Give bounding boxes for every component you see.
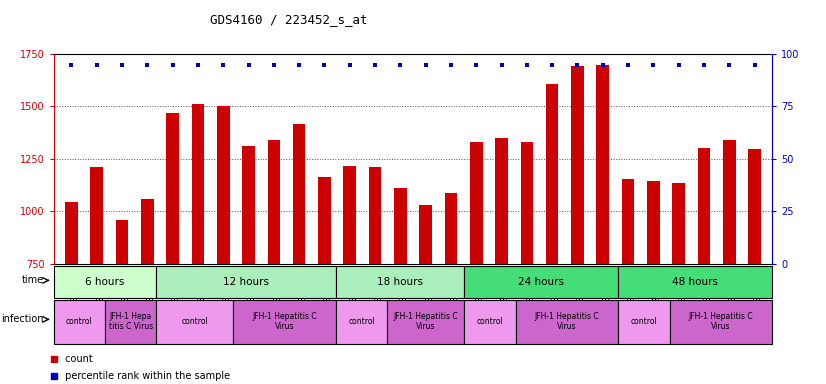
Bar xyxy=(217,106,230,264)
Bar xyxy=(292,124,306,264)
Bar xyxy=(368,167,382,264)
Text: percentile rank within the sample: percentile rank within the sample xyxy=(62,371,230,381)
Bar xyxy=(672,183,685,264)
Bar xyxy=(647,181,660,264)
Bar xyxy=(105,300,156,344)
Bar xyxy=(723,140,736,264)
Bar xyxy=(336,300,387,344)
Bar xyxy=(420,205,432,264)
Bar xyxy=(344,166,356,264)
Bar xyxy=(192,104,204,264)
Text: 12 hours: 12 hours xyxy=(223,277,269,287)
Bar xyxy=(54,300,105,344)
Bar xyxy=(670,300,772,344)
Bar xyxy=(156,266,336,298)
Text: control: control xyxy=(630,317,657,326)
Bar xyxy=(166,113,179,264)
Bar xyxy=(546,84,558,264)
Bar xyxy=(156,300,234,344)
Bar xyxy=(619,266,772,298)
Text: JFH-1 Hepatitis C
Virus: JFH-1 Hepatitis C Virus xyxy=(253,312,317,331)
Text: control: control xyxy=(349,317,375,326)
Bar xyxy=(444,194,458,264)
Bar xyxy=(571,66,584,264)
Text: 6 hours: 6 hours xyxy=(85,277,125,287)
Text: control: control xyxy=(477,317,503,326)
Bar xyxy=(464,300,515,344)
Text: 24 hours: 24 hours xyxy=(519,277,564,287)
Bar xyxy=(394,188,406,264)
Bar xyxy=(619,300,670,344)
Bar xyxy=(622,179,634,264)
Text: time: time xyxy=(22,275,44,285)
Text: JFH-1 Hepatitis C
Virus: JFH-1 Hepatitis C Virus xyxy=(393,312,458,331)
Bar xyxy=(515,300,619,344)
Bar xyxy=(116,220,128,264)
Text: count: count xyxy=(62,354,93,364)
Bar xyxy=(65,202,78,264)
Text: infection: infection xyxy=(2,314,44,324)
Bar xyxy=(90,167,103,264)
Text: control: control xyxy=(66,317,93,326)
Bar xyxy=(496,138,508,264)
Bar xyxy=(336,266,464,298)
Bar xyxy=(470,142,482,264)
Bar xyxy=(268,140,280,264)
Bar xyxy=(234,300,336,344)
Text: JFH-1 Hepatitis C
Virus: JFH-1 Hepatitis C Virus xyxy=(534,312,600,331)
Text: JFH-1 Hepa
titis C Virus: JFH-1 Hepa titis C Virus xyxy=(108,312,153,331)
Text: 48 hours: 48 hours xyxy=(672,277,719,287)
Text: control: control xyxy=(182,317,208,326)
Bar xyxy=(748,149,761,264)
Bar xyxy=(318,177,330,264)
Bar xyxy=(698,148,710,264)
Bar xyxy=(242,146,255,264)
Bar xyxy=(464,266,619,298)
Bar xyxy=(520,142,534,264)
Bar xyxy=(141,199,154,264)
Text: GDS4160 / 223452_s_at: GDS4160 / 223452_s_at xyxy=(211,13,368,26)
Bar xyxy=(387,300,464,344)
Bar xyxy=(54,266,156,298)
Text: 18 hours: 18 hours xyxy=(377,277,423,287)
Text: JFH-1 Hepatitis C
Virus: JFH-1 Hepatitis C Virus xyxy=(689,312,753,331)
Bar xyxy=(596,65,609,264)
